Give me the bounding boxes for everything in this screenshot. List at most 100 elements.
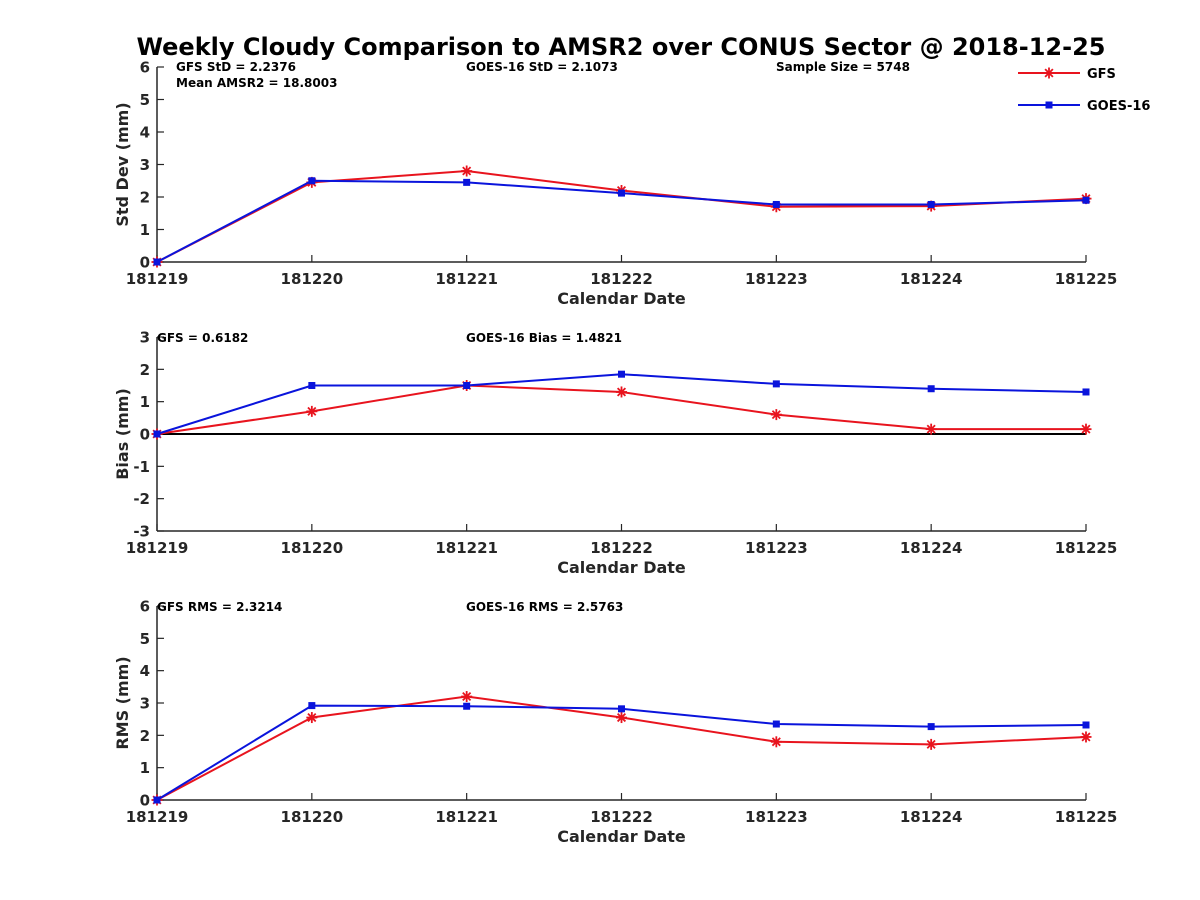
y-tick-label: -2 bbox=[133, 490, 150, 508]
data-point bbox=[308, 702, 316, 710]
panels: 0 1 2 3 4 5 6 181219 181220 181221 181222 181223 181… bbox=[113, 59, 1117, 847]
data-point bbox=[463, 702, 471, 710]
legend-marker-stroke bbox=[1044, 68, 1054, 78]
data-point bbox=[770, 736, 782, 748]
x-tick-label: 181222 bbox=[590, 808, 653, 826]
stat-annotation: Sample Size = 5748 bbox=[776, 60, 910, 74]
data-point bbox=[1082, 721, 1090, 729]
data-point-stroke bbox=[771, 737, 781, 747]
x-tick-label: 181223 bbox=[745, 270, 808, 288]
stat-annotation: GFS = 0.6182 bbox=[157, 331, 248, 345]
x-tick-label: 181219 bbox=[126, 808, 189, 826]
y-tick-label: -3 bbox=[133, 523, 150, 541]
data-point bbox=[153, 258, 161, 266]
x-tick-label: 181222 bbox=[590, 270, 653, 288]
data-point-stroke bbox=[1081, 424, 1091, 434]
data-point bbox=[1080, 423, 1092, 435]
data-point-stroke bbox=[616, 387, 627, 397]
stat-annotation: GOES-16 RMS = 2.5763 bbox=[466, 600, 623, 614]
y-tick-label: 1 bbox=[140, 393, 150, 411]
x-tick-label: 181223 bbox=[745, 808, 808, 826]
y-axis-title: Bias (mm) bbox=[113, 388, 132, 480]
data-point bbox=[925, 423, 937, 435]
x-tick-label: 181220 bbox=[281, 539, 344, 557]
stat-annotation: GOES-16 Bias = 1.4821 bbox=[466, 331, 622, 345]
y-tick-label: 0 bbox=[140, 792, 150, 810]
data-point bbox=[927, 723, 935, 731]
data-point bbox=[772, 720, 780, 728]
data-point bbox=[308, 382, 316, 389]
legend-item-goes-16: GOES-16 bbox=[1018, 99, 1150, 114]
y-axis-title: RMS (mm) bbox=[113, 656, 132, 749]
panel-3: 0 1 2 3 4 5 6 181219 181220 181221 181222 181223 181… bbox=[113, 598, 1117, 847]
y-tick-label: 0 bbox=[140, 254, 150, 272]
figure-title: Weekly Cloudy Comparison to AMSR2 over C… bbox=[137, 33, 1106, 61]
x-tick-label: 181225 bbox=[1055, 808, 1118, 826]
data-point-stroke bbox=[926, 424, 936, 434]
y-tick-label: 1 bbox=[140, 759, 150, 777]
y-tick-label: 5 bbox=[140, 91, 150, 109]
data-point bbox=[1080, 731, 1092, 743]
y-tick-label: 3 bbox=[140, 695, 150, 713]
y-tick-label: 1 bbox=[140, 221, 150, 239]
data-point bbox=[927, 200, 935, 208]
x-tick-label: 181224 bbox=[900, 808, 963, 826]
data-point bbox=[616, 712, 627, 724]
data-point bbox=[461, 691, 473, 703]
data-point-stroke bbox=[771, 410, 781, 420]
data-point bbox=[618, 370, 625, 378]
y-tick-label: 3 bbox=[140, 156, 150, 174]
x-tick-label: 181224 bbox=[900, 270, 963, 288]
legend-label: GFS bbox=[1087, 67, 1116, 82]
x-tick-label: 181225 bbox=[1055, 270, 1118, 288]
data-point-stroke bbox=[462, 692, 472, 702]
data-point bbox=[306, 405, 318, 417]
data-point bbox=[1082, 388, 1090, 396]
data-point bbox=[463, 178, 471, 186]
legend-item-gfs: GFS bbox=[1018, 67, 1116, 82]
stat-annotation: GFS RMS = 2.3214 bbox=[157, 600, 282, 614]
y-tick-label: 2 bbox=[140, 727, 150, 745]
y-tick-label: -1 bbox=[133, 458, 150, 476]
y-tick-label: 4 bbox=[140, 124, 150, 142]
data-point bbox=[153, 796, 161, 804]
data-point bbox=[772, 380, 780, 388]
x-tick-label: 181219 bbox=[126, 539, 189, 557]
stat-annotation: GFS StD = 2.2376 bbox=[176, 60, 296, 74]
data-point-stroke bbox=[926, 739, 936, 749]
stat-annotation: Mean AMSR2 = 18.8003 bbox=[176, 76, 337, 90]
x-tick-label: 181221 bbox=[435, 539, 498, 557]
legend: GFS GOES-16 bbox=[1018, 67, 1150, 114]
series-goes-16 bbox=[153, 370, 1090, 438]
data-point bbox=[618, 189, 625, 197]
y-tick-label: 2 bbox=[140, 361, 150, 379]
data-point bbox=[925, 738, 937, 750]
series-goes-16 bbox=[153, 702, 1090, 804]
legend-label: GOES-16 bbox=[1087, 99, 1150, 114]
y-tick-label: 5 bbox=[140, 630, 150, 648]
x-tick-label: 181225 bbox=[1055, 539, 1118, 557]
y-tick-label: 4 bbox=[140, 662, 150, 680]
data-point-stroke bbox=[307, 713, 317, 723]
series-gfs bbox=[151, 691, 1092, 806]
data-point bbox=[927, 385, 935, 393]
legend-marker bbox=[1045, 101, 1053, 109]
stat-annotation: GOES-16 StD = 2.1073 bbox=[466, 60, 618, 74]
x-tick-label: 181219 bbox=[126, 270, 189, 288]
panel-2: -3 -2 -1 0 1 2 3 181219 181220 181221 181222 181223… bbox=[113, 329, 1117, 578]
x-axis-title: Calendar Date bbox=[557, 827, 686, 846]
data-point-stroke bbox=[307, 406, 317, 416]
x-tick-label: 181221 bbox=[435, 808, 498, 826]
y-tick-label: 6 bbox=[140, 598, 150, 616]
x-tick-label: 181221 bbox=[435, 270, 498, 288]
data-point bbox=[770, 409, 782, 421]
panel-1: 0 1 2 3 4 5 6 181219 181220 181221 181222 181223 181… bbox=[113, 59, 1117, 309]
y-tick-label: 6 bbox=[140, 59, 150, 77]
data-point bbox=[153, 430, 161, 438]
data-point bbox=[461, 165, 473, 177]
x-axis-title: Calendar Date bbox=[557, 289, 686, 308]
y-tick-label: 3 bbox=[140, 329, 150, 347]
data-point bbox=[306, 712, 318, 724]
